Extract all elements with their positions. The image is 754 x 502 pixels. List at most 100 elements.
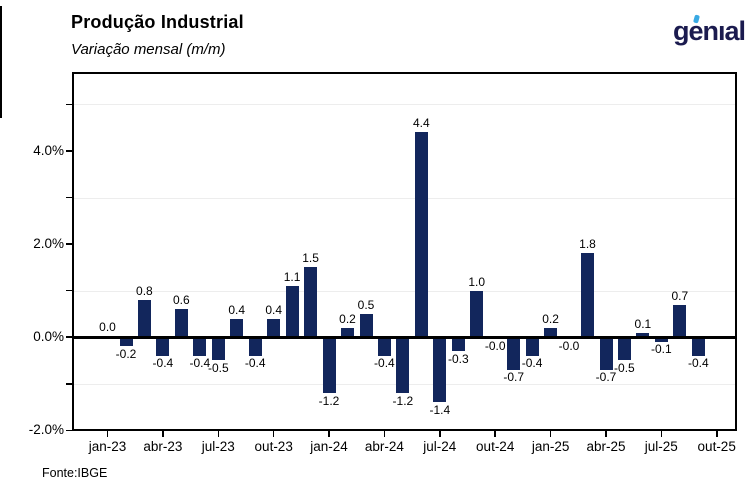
bar-label-fev-25: -0.0: [558, 339, 580, 354]
x-tick-out-24: [494, 431, 496, 437]
bar-set-24: [470, 290, 484, 338]
bar-set-25: [691, 337, 705, 356]
genial-logo: genıal: [672, 13, 746, 53]
bar-mai-23: [174, 309, 188, 338]
bar-label-jan-25: 0.2: [542, 311, 559, 326]
bar-mar-25: [581, 253, 594, 338]
x-tick-label-abr-23: abr-23: [143, 439, 183, 454]
x-tick-label-out-25: out-25: [697, 439, 736, 454]
bar-jul-25: [654, 337, 668, 342]
bar-label-mai-25: -0.5: [614, 361, 635, 375]
x-tick-out-23: [272, 431, 275, 437]
bar-ago-24: [451, 337, 465, 352]
zero-line: [72, 335, 737, 339]
bar-out-23: [267, 318, 281, 338]
y-tick-0pct: [66, 336, 72, 338]
y-tick-label-2.0%: 2.0%: [33, 236, 64, 252]
x-tick-label-jul-25: jul-25: [644, 439, 678, 454]
x-tick-abr-25: [605, 431, 607, 437]
bar-label-dez-24: -0.4: [521, 356, 543, 371]
x-tick-label-abr-25: abr-25: [586, 439, 626, 454]
x-tick-jul-25: [660, 431, 663, 437]
bar-abr-24: [377, 337, 391, 356]
bar-jul-23: [211, 337, 225, 361]
bar-label-jun-24: 4.4: [412, 116, 430, 131]
bar-label-set-23: -0.4: [244, 356, 266, 371]
bar-label-jun-23: -0.4: [189, 356, 211, 371]
bar-set-23: [248, 337, 262, 356]
x-tick-label-out-23: out-23: [254, 439, 293, 454]
y-tick-label--2.0%: -2.0%: [28, 422, 64, 438]
y-tick--1pct: [66, 383, 72, 385]
bar-label-abr-25: -0.7: [595, 370, 617, 385]
y-tick-3pct: [66, 196, 72, 199]
y-tick-4pct: [66, 150, 72, 152]
bar-label-mar-25: 1.8: [579, 237, 596, 252]
chart-subtitle: Variação mensal (m/m): [71, 41, 226, 58]
bar-dez-24: [525, 337, 539, 356]
y-tick-1pct: [66, 289, 72, 292]
x-tick-jan-23: [106, 431, 109, 437]
bar-label-jun-25: 0.1: [634, 316, 652, 331]
bar-label-jul-25: -0.1: [650, 342, 672, 357]
bar-ago-23: [230, 318, 244, 338]
bar-jun-24: [414, 132, 428, 338]
bar-label-ago-25: 0.7: [671, 288, 689, 303]
x-tick-label-jan-24: jan-24: [310, 439, 348, 454]
bar-label-nov-23: 1.1: [283, 270, 301, 284]
x-tick-jul-24: [439, 431, 441, 437]
bar-label-dez-23: 1.5: [302, 251, 319, 266]
bar-abr-25: [599, 337, 613, 370]
bar-abr-23: [156, 337, 170, 356]
chart-title: Produção Industrial: [71, 12, 244, 32]
bar-label-abr-24: -0.4: [374, 356, 395, 371]
x-tick-label-abr-24: abr-24: [364, 439, 404, 454]
crop-border-fragment: [0, 6, 2, 118]
bar-label-out-23: 0.4: [265, 302, 283, 317]
bar-jan-24: [322, 337, 336, 394]
gridline-1pct: [74, 290, 735, 292]
bar-jun-23: [193, 337, 207, 356]
source-note: Fonte:IBGE: [42, 466, 108, 480]
bar-label-set-25: -0.4: [687, 356, 709, 371]
bar-nov-23: [285, 286, 299, 338]
x-tick-abr-24: [383, 431, 386, 437]
bar-label-set-24: 1.0: [468, 274, 486, 289]
bar-label-fev-24: 0.2: [339, 311, 356, 326]
x-tick-out-25: [716, 431, 718, 437]
x-tick-jan-25: [549, 431, 552, 437]
y-tick-5pct: [66, 103, 72, 106]
x-tick-label-jul-23: jul-23: [201, 439, 235, 454]
bar-dez-23: [304, 267, 318, 338]
bar-label-out-24: -0.0: [484, 339, 506, 354]
bar-jul-24: [433, 337, 447, 403]
bar-mar-24: [359, 313, 373, 338]
x-tick-abr-23: [162, 431, 164, 437]
bar-mar-23: [137, 300, 151, 338]
bar-label-jul-24: -1.4: [429, 402, 451, 417]
bar-label-mar-23: 0.8: [136, 284, 153, 298]
plot-border: [72, 72, 737, 431]
bar-label-fev-23: -0.2: [115, 347, 137, 361]
x-tick-label-jul-24: jul-24: [423, 439, 457, 454]
y-tick--2pct: [66, 429, 72, 431]
bar-label-ago-24: -0.3: [447, 351, 469, 366]
bar-label-mai-23: 0.6: [172, 293, 190, 308]
gridline-3pct: [74, 197, 735, 199]
bar-label-nov-24: -0.7: [503, 370, 525, 385]
x-tick-jan-24: [328, 431, 330, 437]
bar-mai-25: [617, 337, 631, 361]
x-tick-label-jan-25: jan-25: [531, 439, 570, 454]
x-tick-jul-23: [217, 431, 219, 437]
logo-text: genıal: [672, 16, 746, 46]
bar-label-ago-23: 0.4: [228, 302, 246, 317]
bar-ago-25: [673, 304, 687, 338]
bar-label-abr-23: -0.4: [152, 356, 174, 371]
y-tick-label-4.0%: 4.0%: [33, 143, 64, 158]
bar-mai-24: [396, 337, 410, 394]
bar-label-jan-24: -1.2: [318, 393, 340, 408]
bar-jan-25: [544, 327, 558, 338]
x-tick-label-out-24: out-24: [476, 439, 515, 454]
